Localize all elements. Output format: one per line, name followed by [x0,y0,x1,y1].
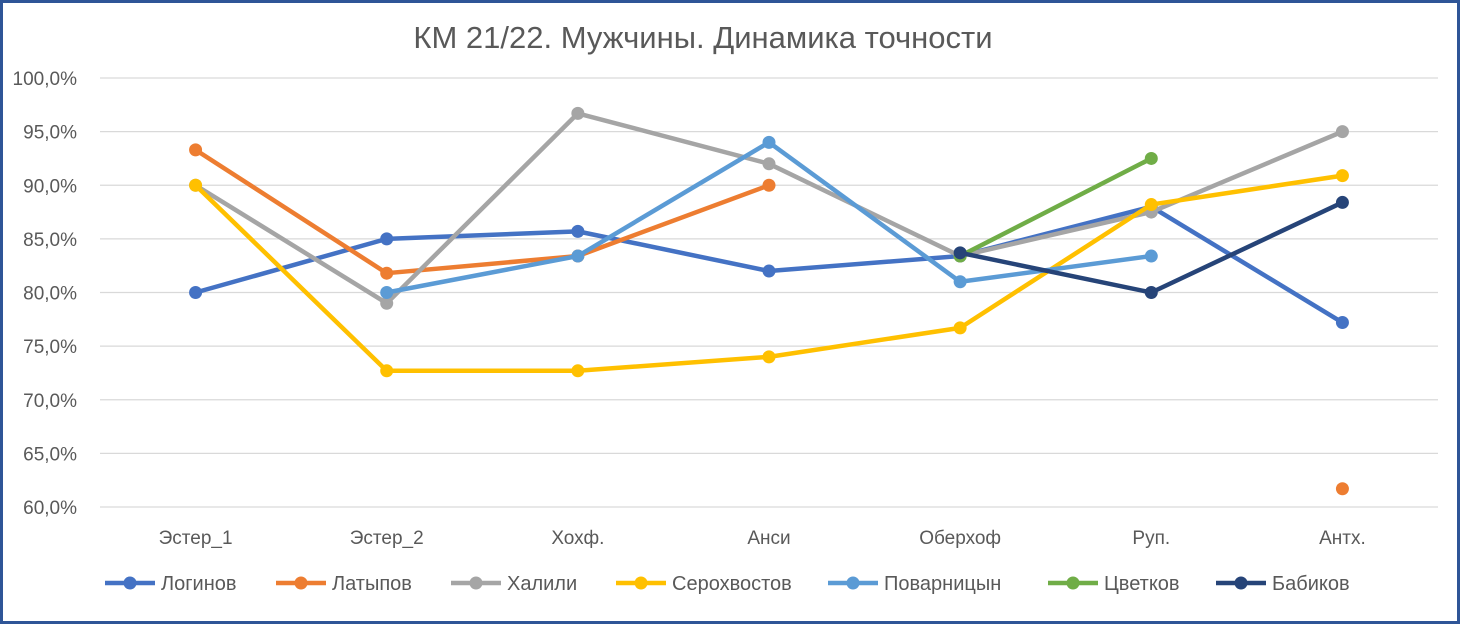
x-tick-label: Анси [747,528,790,549]
y-tick-label: 70,0% [23,391,77,412]
data-point [953,321,967,335]
legend-marker [634,576,648,590]
data-point [953,246,967,260]
series-Поварницын [380,135,1158,299]
data-point [571,364,585,378]
series-Бабиков [953,195,1349,299]
data-point [1335,195,1349,209]
series-line [957,156,1154,259]
legend-item: Поварницын [828,573,1001,595]
y-tick-label: 100,0% [13,69,78,90]
data-point [571,224,585,238]
legend-item: Логинов [105,573,237,595]
legend-label: Поварницын [884,573,1001,595]
data-point [1335,482,1349,496]
data-point [1335,125,1349,139]
chart-title: КМ 21/22. Мужчины. Динамика точности [413,20,993,55]
data-point [189,178,203,192]
data-point [380,364,394,378]
legend-item: Латыпов [276,573,412,595]
legend-item: Цветков [1048,573,1180,595]
data-point [189,143,203,157]
legend-marker [469,576,483,590]
x-tick-label: Оберхоф [919,528,1001,549]
data-point [1144,151,1158,165]
data-point [1335,316,1349,330]
y-tick-label: 65,0% [23,444,77,465]
data-point [189,286,203,299]
series-Серохвостов [189,169,1349,378]
x-tick-label: Антх. [1319,528,1366,549]
x-tick-label: Эстер_2 [350,528,424,549]
data-point [1144,249,1158,263]
legend-marker [123,576,137,590]
legend-marker [294,576,308,590]
legend-label: Бабиков [1272,573,1350,595]
legend-marker [1066,576,1080,590]
y-axis-ticks: 60,0% 65,0% 70,0% 75,0% 80,0% 85,0% 90,0% 95,0%… [13,69,78,519]
y-tick-label: 60,0% [23,498,77,519]
data-point [953,275,967,289]
legend-label: Серохвостов [672,573,792,595]
x-tick-label: Эстер_1 [159,528,233,549]
series-line [193,147,772,276]
data-point [762,135,776,149]
data-point [380,286,394,299]
data-point [1144,198,1158,212]
legend-label: Логинов [161,573,237,595]
legend: Логинов Латыпов Халили Серохвостов Поварницы… [105,573,1350,595]
legend-item: Серохвостов [616,573,792,595]
y-tick-label: 80,0% [23,284,77,305]
x-tick-label: Руп. [1132,528,1170,549]
data-point [571,249,585,263]
data-point [571,106,585,120]
series-group [189,106,1349,496]
legend-marker [846,576,860,590]
series-Цветков [953,151,1158,263]
data-point [380,296,394,310]
legend-item: Халили [451,573,577,595]
legend-label: Латыпов [332,573,412,595]
data-point [1144,286,1158,299]
y-tick-label: 85,0% [23,230,77,251]
data-point [762,264,776,278]
y-tick-label: 95,0% [23,123,77,144]
data-point [762,178,776,192]
y-tick-label: 90,0% [23,176,77,197]
legend-label: Халили [507,573,577,595]
data-point [762,157,776,171]
x-tick-label: Хохф. [551,528,604,549]
legend-item: Бабиков [1216,573,1350,595]
data-point [1335,169,1349,183]
x-axis-ticks: Эстер_1 Эстер_2 Хохф. Анси Оберхоф Руп. Антх. [159,528,1366,549]
series-Логинов [189,200,1349,330]
y-tick-label: 75,0% [23,337,77,358]
legend-label: Цветков [1104,573,1180,595]
data-point [380,266,394,280]
series-Латыпов [189,143,1349,496]
legend-marker [1234,576,1248,590]
data-point [762,350,776,364]
data-point [380,232,394,246]
